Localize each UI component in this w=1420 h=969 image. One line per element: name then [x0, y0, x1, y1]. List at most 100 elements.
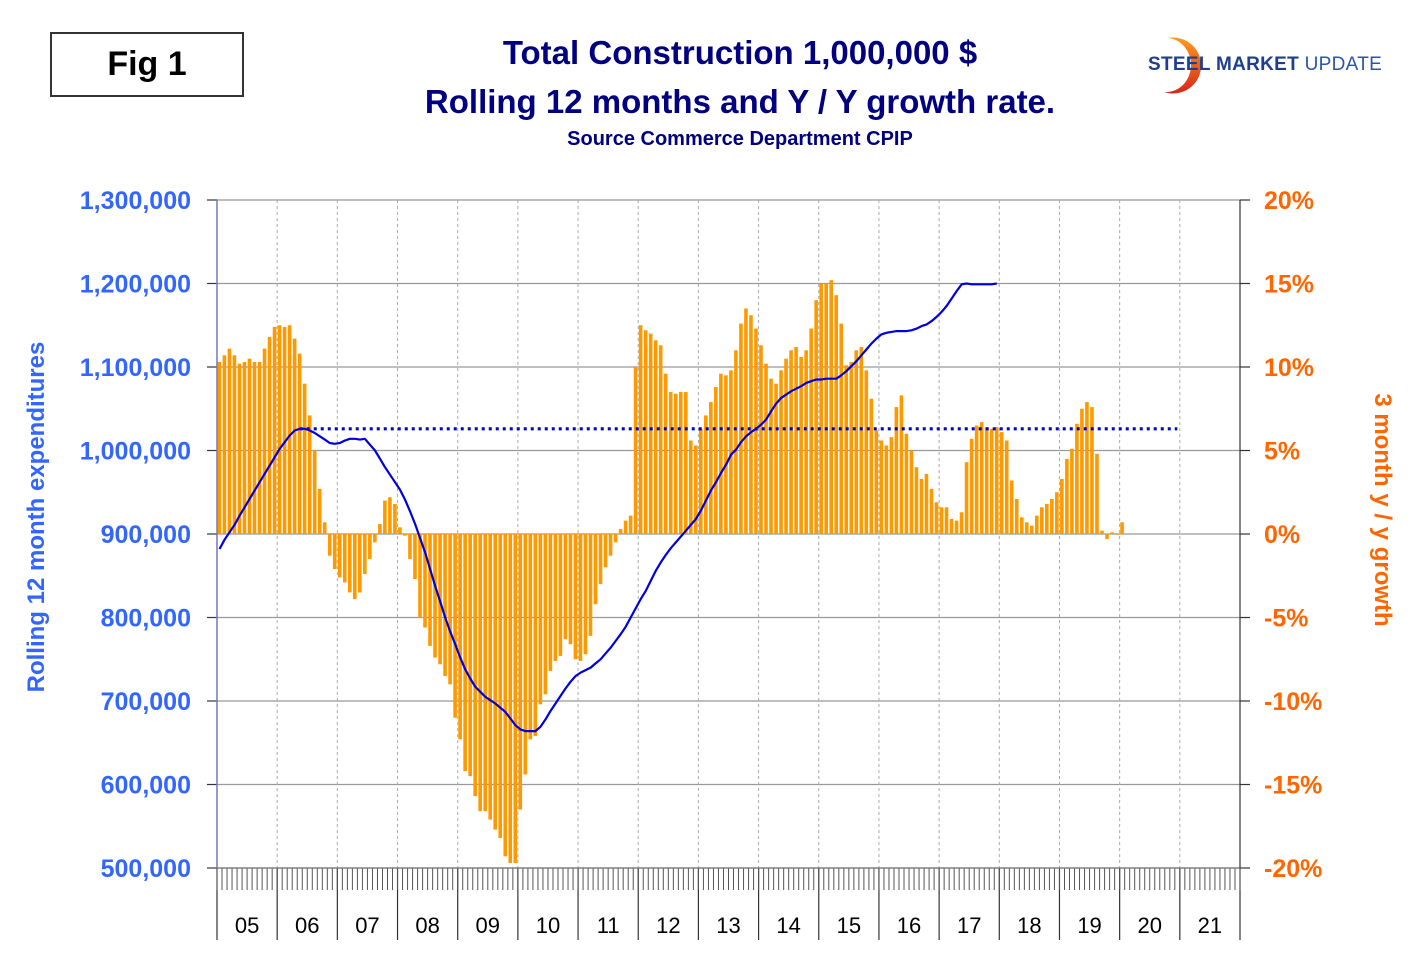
- growth-bar: [393, 503, 397, 534]
- growth-bar: [759, 345, 763, 534]
- growth-bar: [623, 520, 628, 534]
- growth-bar: [1080, 408, 1084, 534]
- growth-bar: [704, 415, 708, 534]
- x-tick-label: 21: [1198, 913, 1222, 938]
- y-left-tick-label: 1,200,000: [80, 271, 191, 299]
- x-tick-label: 11: [597, 913, 620, 938]
- axis-labels: 1,300,000 20% 1,200,000 15% 1,100,000 10% 1,00…: [80, 187, 1323, 938]
- growth-bar: [388, 497, 392, 534]
- growth-bar: [1090, 407, 1094, 534]
- growth-bar: [428, 534, 432, 646]
- growth-bar: [1045, 503, 1049, 534]
- growth-bar: [558, 534, 563, 656]
- growth-bar: [418, 534, 422, 618]
- growth-bar: [458, 534, 462, 740]
- growth-bar: [929, 488, 934, 534]
- growth-bar: [282, 326, 287, 534]
- x-tick-label: 12: [656, 913, 680, 938]
- x-tick-label: 05: [235, 913, 259, 938]
- growth-bar: [247, 358, 252, 534]
- growth-bar: [448, 534, 452, 685]
- y-right-tick-label: -5%: [1264, 605, 1308, 633]
- growth-bar: [242, 361, 247, 534]
- growth-bar: [914, 467, 919, 534]
- growth-bar: [1009, 480, 1014, 534]
- logo-text: STEEL MARKET UPDATE: [1148, 54, 1382, 76]
- growth-bar: [383, 500, 387, 534]
- growth-bar: [769, 378, 773, 534]
- growth-bar: [1100, 530, 1104, 534]
- growth-bar: [503, 534, 508, 857]
- y-right-tick-label: 10%: [1264, 354, 1314, 382]
- growth-bar: [413, 534, 417, 580]
- growth-bar: [277, 325, 282, 534]
- growth-bar: [864, 370, 869, 534]
- growth-bar: [347, 534, 352, 593]
- growth-bar: [493, 534, 498, 830]
- growth-bar: [337, 534, 342, 578]
- growth-bar: [267, 336, 272, 534]
- growth-bar: [633, 367, 638, 534]
- growth-bar: [889, 437, 894, 534]
- y-right-tick-label: -15%: [1264, 772, 1322, 800]
- growth-bar: [453, 534, 457, 718]
- growth-bar: [262, 348, 267, 534]
- growth-bars: [217, 280, 1124, 863]
- growth-bar: [954, 520, 959, 534]
- axes: [207, 199, 1250, 940]
- growth-bar: [373, 534, 377, 543]
- growth-bar: [934, 502, 939, 534]
- growth-bar: [1075, 423, 1079, 534]
- x-tick-label: 18: [1017, 913, 1041, 938]
- growth-bar: [538, 534, 543, 705]
- growth-bar: [252, 361, 257, 534]
- growth-bar: [999, 432, 1004, 534]
- growth-bar: [1095, 453, 1099, 534]
- figure-label: Fig 1: [50, 32, 244, 97]
- growth-bar: [638, 325, 643, 534]
- growth-bar: [398, 527, 402, 534]
- growth-bar: [358, 534, 362, 593]
- growth-bar: [292, 338, 297, 534]
- growth-bar: [483, 534, 487, 812]
- growth-bar: [784, 358, 788, 534]
- growth-bar: [443, 534, 447, 676]
- growth-bar: [814, 300, 818, 534]
- chart-source: Source Commerce Department CPIP: [567, 128, 913, 150]
- growth-bar: [322, 522, 327, 534]
- growth-bar: [899, 395, 904, 534]
- growth-bar: [894, 407, 899, 534]
- growth-bar: [563, 534, 568, 640]
- growth-bar: [673, 393, 678, 534]
- growth-bar: [553, 534, 558, 661]
- growth-bar: [312, 450, 317, 534]
- growth-bar: [548, 534, 553, 671]
- growth-bar: [1019, 517, 1024, 534]
- growth-bar: [1065, 458, 1069, 534]
- growth-bar: [543, 534, 548, 695]
- growth-bar: [473, 534, 477, 797]
- growth-bar: [1060, 478, 1064, 534]
- growth-bar: [352, 534, 357, 600]
- steel-market-update-logo: STEEL MARKET UPDATE: [1130, 30, 1390, 100]
- x-tick-label: 06: [295, 913, 319, 938]
- growth-bar: [307, 415, 312, 534]
- growth-bar: [528, 534, 533, 740]
- growth-bar: [779, 370, 783, 534]
- growth-bar: [227, 348, 232, 534]
- growth-bar: [744, 308, 748, 534]
- growth-bar: [693, 445, 698, 534]
- y-right-tick-label: 5%: [1264, 438, 1300, 466]
- growth-bar: [317, 488, 322, 534]
- growth-bar: [989, 428, 994, 534]
- x-tick-label: 07: [355, 913, 379, 938]
- growth-bar: [979, 422, 984, 534]
- growth-bar: [939, 507, 944, 534]
- growth-bar: [1040, 507, 1044, 534]
- growth-bar: [378, 523, 382, 534]
- growth-bar: [964, 462, 969, 534]
- growth-bar: [463, 534, 467, 772]
- y-right-tick-label: 0%: [1264, 521, 1300, 549]
- x-tick-label: 16: [897, 913, 921, 938]
- growth-bar: [1050, 498, 1054, 534]
